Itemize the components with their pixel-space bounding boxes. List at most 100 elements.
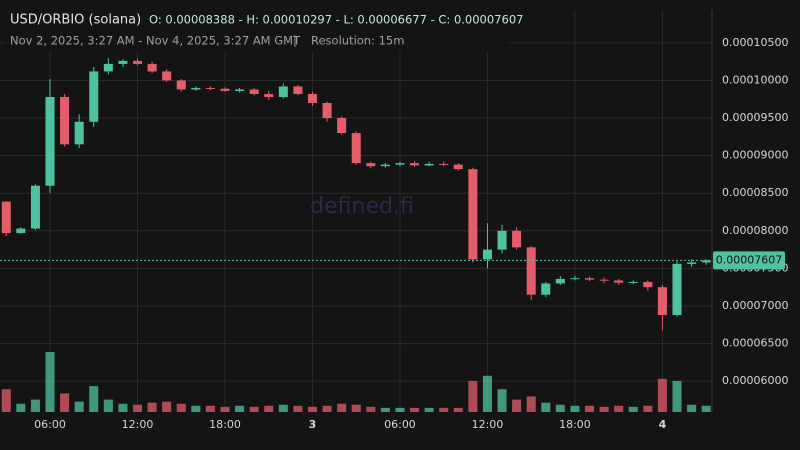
candle-body <box>264 93 274 97</box>
volume-bar <box>512 399 522 412</box>
candle-body <box>220 88 230 91</box>
chart-title: USD/ORBIO (solana) <box>10 13 141 28</box>
volume-bar <box>30 399 40 412</box>
candle-body <box>497 230 507 250</box>
y-tick-label: 0.00009500 <box>722 111 788 124</box>
candle-body <box>60 96 70 145</box>
volume-bar <box>453 407 463 412</box>
candle-body <box>278 86 288 97</box>
candle-body <box>380 164 390 167</box>
volume-bar <box>322 405 332 412</box>
candle-body <box>1 201 11 234</box>
volume-bar <box>687 404 697 412</box>
volume-bar <box>439 407 449 412</box>
x-tick-label: 06:00 <box>384 418 416 431</box>
candle-body <box>570 278 580 280</box>
volume-bar <box>191 405 201 412</box>
volume-bar <box>657 378 667 412</box>
candle-body <box>512 230 522 248</box>
candle-body <box>482 249 492 260</box>
last-price-box <box>713 251 785 270</box>
candle-body <box>453 164 463 170</box>
y-tick-label: 0.00010500 <box>722 36 788 49</box>
candle-body <box>191 87 201 90</box>
candle-body <box>687 262 697 264</box>
last-price-label: 0.00007607 <box>716 253 782 266</box>
candle-body <box>89 71 99 122</box>
volume-bar <box>16 403 26 412</box>
candle-body <box>337 118 347 134</box>
x-tick-label: 4 <box>659 418 667 431</box>
volume-bar <box>643 405 653 412</box>
volume-bar <box>555 404 565 412</box>
volume-bar <box>351 404 361 412</box>
volume-bar <box>570 405 580 412</box>
candle-body <box>541 283 551 295</box>
candle-body <box>45 96 55 186</box>
volume-bar <box>293 405 303 412</box>
volume-bar <box>249 406 259 412</box>
candle-body <box>628 281 638 283</box>
candle-body <box>672 263 682 316</box>
candle-body <box>30 185 40 229</box>
volume-bar <box>599 406 609 412</box>
candle-body <box>395 163 405 165</box>
candle-body <box>103 63 113 72</box>
candle-body <box>643 281 653 288</box>
x-tick-label: 12:00 <box>472 418 504 431</box>
separator: | <box>293 34 297 48</box>
volume-bar <box>366 406 376 412</box>
volume-bar <box>410 407 420 412</box>
resolution: Resolution: 15m <box>311 34 404 48</box>
y-tick-label: 0.00009000 <box>722 149 788 162</box>
volume-bar <box>264 405 274 412</box>
y-tick-label: 0.00010000 <box>722 73 788 86</box>
volume-bar <box>205 405 215 412</box>
volume-bar <box>118 403 128 412</box>
volume-bar <box>307 406 317 412</box>
y-tick-label: 0.00008000 <box>722 224 788 237</box>
volume-bar <box>337 403 347 412</box>
ohlc-summary: O: 0.00008388 - H: 0.00010297 - L: 0.000… <box>149 13 523 27</box>
candle-body <box>410 163 420 166</box>
volume-bar <box>89 386 99 412</box>
volume-bar <box>497 389 507 412</box>
candle-body <box>614 280 624 283</box>
candle-body <box>147 63 157 72</box>
y-tick-label: 0.00008500 <box>722 186 788 199</box>
subtitle: Nov 2, 2025, 3:27 AM - Nov 4, 2025, 3:27… <box>10 34 301 48</box>
candle-body <box>132 60 143 64</box>
volume-bar <box>1 389 11 412</box>
volume-bar <box>424 407 434 412</box>
candle-body <box>468 169 478 260</box>
volume-bar <box>526 396 536 412</box>
volume-bar <box>278 404 288 412</box>
x-tick-label: 06:00 <box>34 418 66 431</box>
candle-body <box>293 86 303 94</box>
x-tick-label: 3 <box>309 418 317 431</box>
volume-bar <box>103 399 113 412</box>
candle-body <box>657 287 667 316</box>
x-tick-label: 18:00 <box>559 418 591 431</box>
volume-bar <box>468 380 478 412</box>
volume-bar <box>162 401 172 412</box>
volume-bar <box>395 407 405 412</box>
volume-bar <box>132 404 143 412</box>
volume-bar <box>60 393 70 412</box>
candle-body <box>74 121 84 145</box>
volume-bar <box>220 406 230 412</box>
candle-body <box>205 87 215 89</box>
y-tick-label: 0.00007000 <box>722 299 788 312</box>
candle-body <box>701 260 711 263</box>
candle-body <box>439 163 449 165</box>
candle-body <box>176 80 186 90</box>
volume-bar <box>541 402 551 412</box>
candle-body <box>118 60 128 64</box>
candle-body <box>235 89 245 91</box>
candle-body <box>424 163 434 166</box>
candle-body <box>599 279 609 281</box>
candle-body <box>526 247 536 295</box>
volume-bar <box>176 403 186 412</box>
volume-bar <box>628 406 638 412</box>
